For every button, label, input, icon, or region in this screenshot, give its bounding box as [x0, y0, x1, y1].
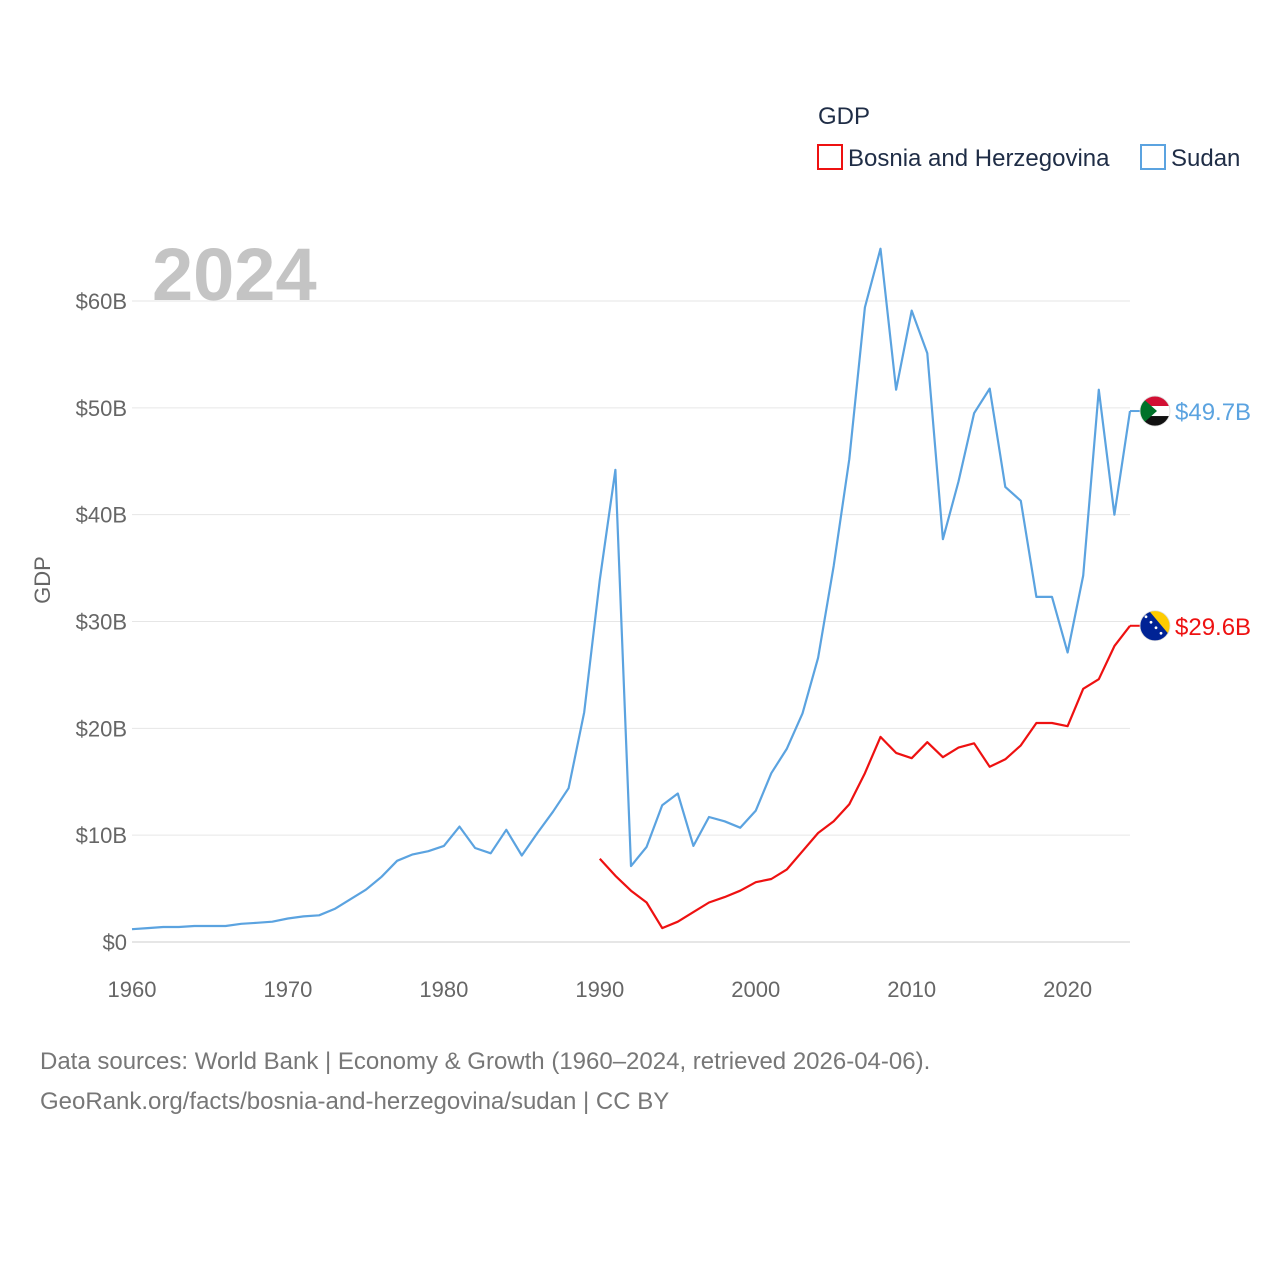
- series-end-labels: $29.6B $49.7B: [1130, 395, 1251, 642]
- x-tick-label: 1960: [108, 977, 157, 1002]
- series-lines: [131, 247, 1132, 931]
- series-line-bosnia[interactable]: [598, 625, 1131, 930]
- x-tick-label: 1970: [263, 977, 312, 1002]
- x-tick-label: 2000: [731, 977, 780, 1002]
- legend: GDP Bosnia and Herzegovina Sudan: [817, 103, 1240, 172]
- y-tick-label: $20B: [76, 716, 127, 741]
- source-line-2[interactable]: GeoRank.org/facts/bosnia-and-herzegovina…: [40, 1088, 670, 1115]
- y-tick-label: $10B: [76, 823, 127, 848]
- y-tick-label: $30B: [76, 610, 127, 635]
- source-note: Data sources: World Bank | Economy & Gro…: [40, 1042, 1240, 1122]
- year-watermark: 2024: [152, 233, 317, 316]
- y-axis-ticks: $0 $10B $20B $30B $40B $50B $60B: [76, 289, 127, 955]
- grid-lines: [132, 300, 1130, 943]
- bosnia-flag-icon: [1139, 610, 1171, 642]
- end-value-label-bosnia: $29.6B: [1175, 614, 1251, 641]
- x-tick-label: 2020: [1043, 977, 1092, 1002]
- legend-label-bosnia[interactable]: Bosnia and Herzegovina: [848, 145, 1110, 172]
- legend-swatch-sudan[interactable]: [1140, 144, 1166, 170]
- x-tick-label: 2010: [887, 977, 936, 1002]
- source-line-1: Data sources: World Bank | Economy & Gro…: [40, 1048, 931, 1075]
- y-axis-label: GDP: [30, 556, 55, 604]
- legend-label-sudan[interactable]: Sudan: [1171, 145, 1240, 172]
- series-line-sudan[interactable]: [131, 247, 1132, 931]
- sudan-flag-icon: [1139, 395, 1171, 427]
- y-tick-label: $0: [103, 930, 127, 955]
- y-tick-label: $50B: [76, 396, 127, 421]
- y-tick-label: $60B: [76, 289, 127, 314]
- legend-title: GDP: [818, 103, 870, 130]
- x-tick-label: 1990: [575, 977, 624, 1002]
- legend-swatch-bosnia[interactable]: [817, 144, 843, 170]
- y-tick-label: $40B: [76, 503, 127, 528]
- end-value-label-sudan: $49.7B: [1175, 399, 1251, 426]
- x-axis-ticks: 1960 1970 1980 1990 2000 2010 2020: [108, 977, 1093, 1002]
- x-tick-label: 1980: [419, 977, 468, 1002]
